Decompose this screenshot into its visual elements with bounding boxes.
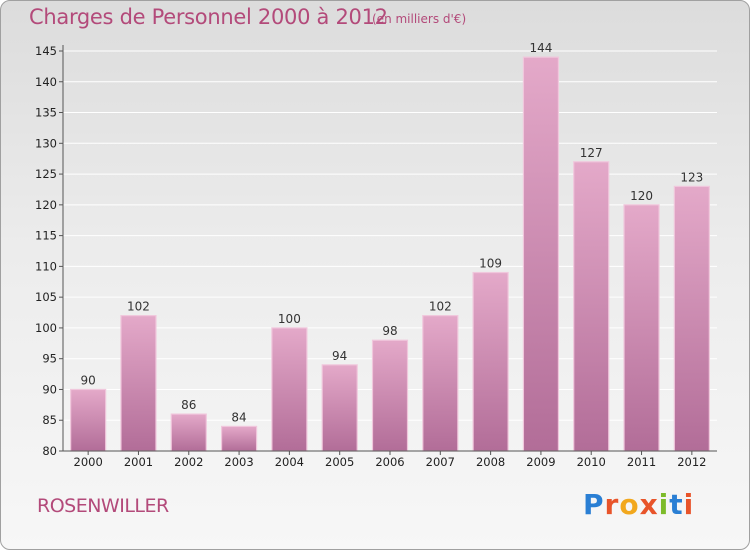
y-tick-label: 80 — [42, 444, 57, 458]
y-tick-label: 125 — [35, 167, 57, 181]
logo-letter: t — [669, 488, 684, 521]
y-tick-label: 110 — [35, 259, 57, 273]
chart-subtitle: (en milliers d'€) — [372, 12, 467, 26]
logo-letter: o — [619, 488, 640, 521]
x-tick-label: 2003 — [224, 455, 253, 469]
logo-letter: r — [604, 488, 620, 521]
y-tick-label: 85 — [42, 413, 57, 427]
y-tick-label: 105 — [35, 290, 57, 304]
y-tick-label: 100 — [35, 321, 57, 335]
y-tick-label: 90 — [42, 382, 57, 396]
x-tick-label: 2010 — [577, 455, 606, 469]
axes — [59, 45, 717, 455]
data-label-2007: 102 — [429, 300, 452, 314]
bar-2001[interactable] — [120, 315, 157, 452]
y-tick-label: 130 — [35, 136, 57, 150]
bar-2010[interactable] — [573, 161, 610, 452]
chart-title: Charges de Personnel 2000 à 2012 — [29, 5, 388, 29]
bars — [70, 56, 710, 452]
x-tick-label: 2008 — [476, 455, 505, 469]
data-label-2009: 144 — [529, 41, 552, 55]
y-tick-label: 140 — [35, 75, 57, 89]
bar-2002[interactable] — [170, 413, 207, 452]
data-label-2001: 102 — [127, 300, 150, 314]
y-tick-label: 135 — [35, 106, 57, 120]
labels: 80 85 90 95 100 105 110 115 120 125 130 135 140 145 90… — [35, 41, 706, 469]
x-tick-label: 2006 — [375, 455, 404, 469]
data-label-2002: 86 — [181, 398, 196, 412]
logo-letter: x — [639, 488, 659, 521]
data-label-2008: 109 — [479, 257, 502, 271]
bar-2000[interactable] — [70, 388, 107, 452]
bar-2003[interactable] — [220, 425, 258, 452]
bar-2011[interactable] — [623, 204, 660, 452]
x-tick-label: 2004 — [275, 455, 304, 469]
x-tick-label: 2002 — [174, 455, 203, 469]
data-label-2004: 100 — [278, 312, 301, 326]
x-tick-label: 2009 — [526, 455, 555, 469]
data-label-2003: 84 — [231, 410, 246, 424]
x-tick-label: 2001 — [124, 455, 153, 469]
data-label-2012: 123 — [680, 170, 703, 184]
logo-letter: i — [683, 488, 695, 521]
y-tick-label: 120 — [35, 198, 57, 212]
data-label-2006: 98 — [382, 324, 397, 338]
bar-2007[interactable] — [422, 315, 459, 452]
x-tick-label: 2012 — [677, 455, 706, 469]
x-tick-label: 2011 — [627, 455, 656, 469]
commune-name: ROSENWILLER — [37, 495, 169, 517]
data-label-2000: 90 — [81, 373, 96, 387]
proxiti-logo[interactable]: Proxiti — [583, 488, 694, 521]
logo-letter: i — [658, 488, 670, 521]
bar-2005[interactable] — [321, 364, 358, 452]
x-tick-label: 2005 — [325, 455, 354, 469]
data-label-2005: 94 — [332, 349, 347, 363]
y-tick-label: 145 — [35, 44, 57, 58]
bar-2008[interactable] — [472, 271, 509, 452]
data-label-2011: 120 — [630, 189, 653, 203]
x-tick-label: 2007 — [426, 455, 455, 469]
y-tick-label: 95 — [42, 352, 57, 366]
logo-letter: P — [583, 488, 605, 521]
y-tick-label: 115 — [35, 229, 57, 243]
bar-2009[interactable] — [522, 56, 560, 452]
data-label-2010: 127 — [580, 146, 603, 160]
bar-2006[interactable] — [371, 339, 409, 452]
x-tick-label: 2000 — [74, 455, 103, 469]
bar-2004[interactable] — [271, 327, 308, 452]
bar-2012[interactable] — [673, 185, 710, 452]
